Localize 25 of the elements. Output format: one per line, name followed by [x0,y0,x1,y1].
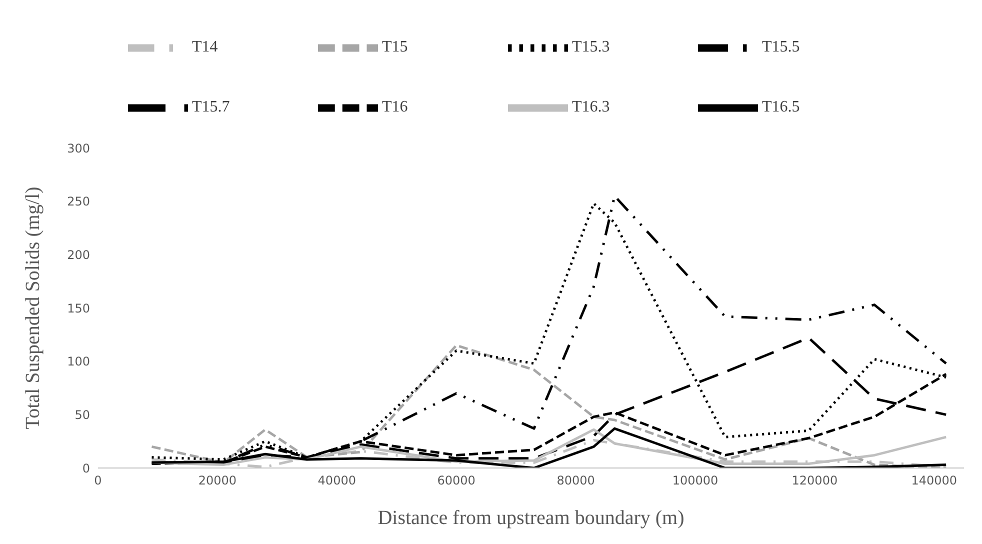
legend-label: T14 [192,38,218,56]
x-tick-label: 0 [94,474,102,488]
x-tick-label: 140000 [911,474,958,488]
x-tick-label: 40000 [318,474,356,488]
legend-label: T16 [382,98,408,116]
x-tick-label: 20000 [198,474,237,488]
legend-label: T16.3 [572,98,610,116]
y-tick-label: 0 [82,461,90,476]
x-tick-label: 100000 [672,474,718,488]
x-tick-label: 60000 [437,474,476,488]
y-axis-title: Total Suspended Solids (mg/l) [22,186,44,430]
x-tick-label: 120000 [792,474,838,488]
y-tick-label: 50 [74,408,90,422]
legend-label: T15.7 [192,98,230,116]
legend-label: T15.3 [572,38,610,56]
y-tick-label: 100 [67,354,90,369]
y-tick-label: 300 [67,141,90,156]
x-tick-label: 80000 [556,474,595,488]
x-axis-title: Distance from upstream boundary (m) [378,507,684,529]
legend-label: T15.5 [762,38,800,56]
legend-label: T15 [382,38,408,56]
y-tick-label: 200 [67,248,90,262]
y-tick-label: 250 [67,194,90,209]
y-tick-label: 150 [67,301,90,316]
legend-label: T16.5 [762,98,800,116]
